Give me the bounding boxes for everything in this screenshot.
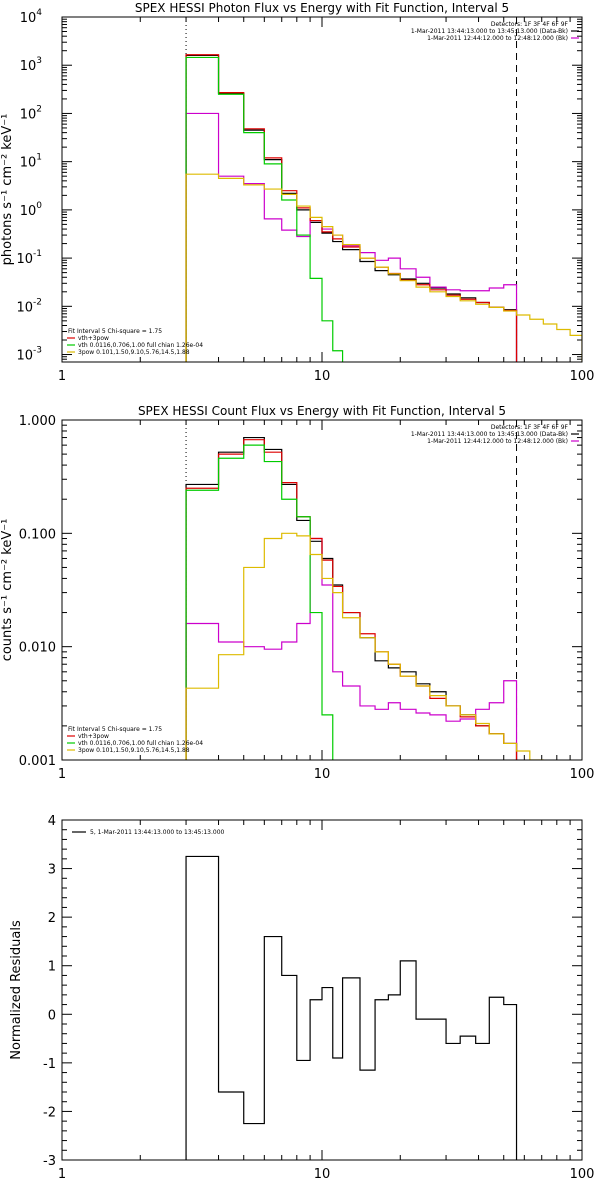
panel-2: SPEX HESSI Count Flux vs Energy with Fit… (0, 404, 595, 782)
legend-entry: Detectors: 1F 3F 4F 6F 9F (491, 424, 569, 431)
legend-entry: Fit Interval 5 Chi-square = 1.75 (68, 328, 162, 335)
y-tick-label: 101 (20, 153, 42, 171)
y-axis-label: photons s⁻¹ cm⁻² keV⁻¹ (0, 114, 15, 266)
y-axis-label: counts s⁻¹ cm⁻² keV⁻¹ (0, 519, 15, 662)
legend-entry: 1-Mar-2011 13:44:13.000 to 13:45:13.000 … (411, 28, 568, 35)
legend-entry: vth 0.0116,0.706,1.00 full chian 1.26e-0… (78, 740, 203, 747)
y-tick-base: 10 (16, 300, 33, 315)
x-tick-label: 1 (58, 369, 66, 384)
y-tick-exponent: -3 (33, 346, 42, 356)
x-tick-label: 10 (314, 767, 331, 782)
series-data-bk (185, 54, 518, 362)
y-tick-label: -3 (43, 1154, 56, 1169)
legend-entry: Detectors: 1F 3F 4F 6F 9F (491, 21, 569, 28)
y-tick-base: 10 (20, 107, 37, 122)
y-tick-label: 2 (48, 911, 56, 926)
y-tick-label: 103 (20, 56, 42, 74)
y-tick-base: 10 (20, 204, 37, 219)
chart-title: SPEX HESSI Photon Flux vs Energy with Fi… (135, 1, 509, 15)
data-series-group (185, 855, 518, 1160)
legend-entry: vth+3pow (78, 733, 109, 740)
y-tick-label: -2 (43, 1105, 56, 1120)
data-series-group (185, 436, 544, 760)
y-tick-exponent: 1 (36, 153, 42, 163)
y-tick-label: 1.000 (19, 414, 56, 429)
plot-frame (61, 819, 583, 1161)
legend-entry: 1-Mar-2011 13:44:13.000 to 13:45:13.000 … (411, 431, 568, 438)
legend-entry: 5, 1-Mar-2011 13:44:13.000 to 13:45:13.0… (90, 829, 225, 836)
y-tick-exponent: -2 (33, 297, 42, 307)
x-tick-label: 100 (570, 1167, 595, 1182)
plot-frame (61, 419, 583, 761)
y-tick-exponent: 2 (36, 104, 42, 114)
legend-entry: 1-Mar-2011 12:44:12.000 to 12:48:12.000 … (427, 35, 568, 42)
series-vth (185, 444, 334, 760)
series-vth (185, 56, 344, 362)
y-tick-base: 10 (20, 59, 37, 74)
y-tick-label: 0.010 (19, 641, 56, 656)
y-tick-exponent: 3 (36, 56, 42, 66)
y-tick-label: 0.001 (19, 754, 56, 769)
x-tick-label: 10 (314, 1167, 331, 1182)
y-tick-label: 102 (20, 104, 42, 122)
x-tick-label: 1 (58, 767, 66, 782)
legend-entry: vth 0.0116,0.706,1.00 full chian 1.26e-0… (78, 342, 203, 349)
legend-entry: 1-Mar-2011 12:44:12.000 to 12:48:12.000 … (427, 438, 568, 445)
y-tick-label: 104 (20, 8, 43, 26)
y-tick-label: 0 (48, 1008, 56, 1023)
y-tick-label: 3 (48, 863, 56, 878)
y-tick-base: 10 (16, 349, 33, 364)
chart-title: SPEX HESSI Count Flux vs Energy with Fit… (138, 404, 506, 418)
data-series-group (185, 54, 582, 362)
x-tick-label: 1 (58, 1167, 66, 1182)
series-vth-3pow (185, 439, 518, 760)
y-tick-label: 10-2 (16, 297, 42, 315)
series-vth-3pow (185, 54, 518, 362)
series-bk (185, 112, 518, 362)
y-tick-exponent: 4 (36, 8, 42, 18)
y-tick-label: -1 (43, 1057, 56, 1072)
plot-frame (61, 16, 583, 363)
y-tick-exponent: 0 (36, 201, 42, 211)
y-tick-base: 10 (20, 156, 37, 171)
legend-entry: 3pow 0.101,1.50,9.10,5.76,14.5,1.88 (78, 747, 190, 754)
y-tick-base: 10 (16, 252, 33, 267)
y-tick-base: 10 (20, 11, 37, 26)
y-tick-label: 4 (48, 814, 56, 829)
y-tick-label: 10-1 (16, 249, 42, 267)
y-tick-label: 1 (48, 960, 56, 975)
y-tick-exponent: -1 (33, 249, 42, 259)
series-data-bk (185, 436, 518, 760)
x-tick-label: 100 (570, 369, 595, 384)
x-tick-label: 100 (570, 767, 595, 782)
panel-1: SPEX HESSI Photon Flux vs Energy with Fi… (0, 1, 595, 384)
x-tick-label: 10 (314, 369, 331, 384)
legend-entry: Fit Interval 5 Chi-square = 1.75 (68, 726, 162, 733)
series-5-1-mar-2011-13-44-13-000-to-13-45-13-000 (185, 855, 518, 1160)
series-3pow (185, 173, 582, 362)
legend-entry: 3pow 0.101,1.50,9.10,5.76,14.5,1.88 (78, 349, 190, 356)
panel-3: 1 10 100 -3 -2 -1 0 1 2 3 4 Normalized Residuals 5, … (9, 814, 595, 1182)
y-tick-label: 100 (20, 201, 43, 219)
series-3pow (185, 532, 544, 760)
series-bk (185, 537, 518, 760)
y-tick-label: 0.100 (19, 527, 56, 542)
legend-entry: vth+3pow (78, 335, 109, 342)
y-tick-label: 10-3 (16, 346, 42, 364)
y-axis-label: Normalized Residuals (9, 920, 24, 1060)
